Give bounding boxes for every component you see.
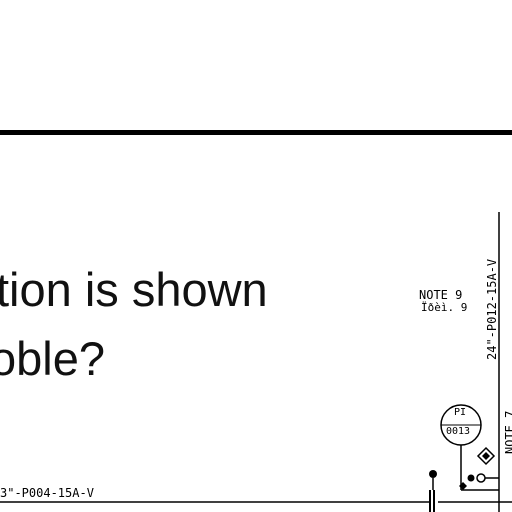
note-7-label: NOTE 7 [503,411,512,454]
pi-tag-label: PI [454,407,467,418]
slide-title-divider [0,130,512,135]
note-9-label: NOTE 9 [419,288,463,302]
slide-question-line-2: oble? [0,332,105,385]
valve-dot-icon [467,474,475,482]
diamond-valve-core-icon [482,452,490,460]
note-9-sub-label: Ïðèì. 9 [421,301,468,314]
valve-open-icon [476,473,486,483]
pi-number-label: 0013 [446,426,471,437]
slide-question-line-1: tion is shown [0,263,268,316]
small-diamond-icon [459,482,467,490]
pipe-24-inch-label: 24"-P012-15A-V [485,258,499,360]
tap-dot-icon [429,470,437,478]
pipe-3-inch-label: 3"-P004-15A-V [0,486,94,500]
